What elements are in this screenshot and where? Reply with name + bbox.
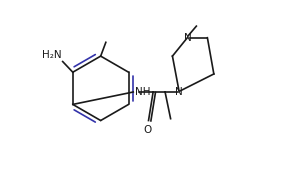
Text: NH: NH [135, 87, 150, 97]
Text: N: N [175, 87, 183, 97]
Text: N: N [184, 33, 192, 43]
Text: H₂N: H₂N [41, 50, 61, 60]
Text: O: O [144, 125, 152, 135]
